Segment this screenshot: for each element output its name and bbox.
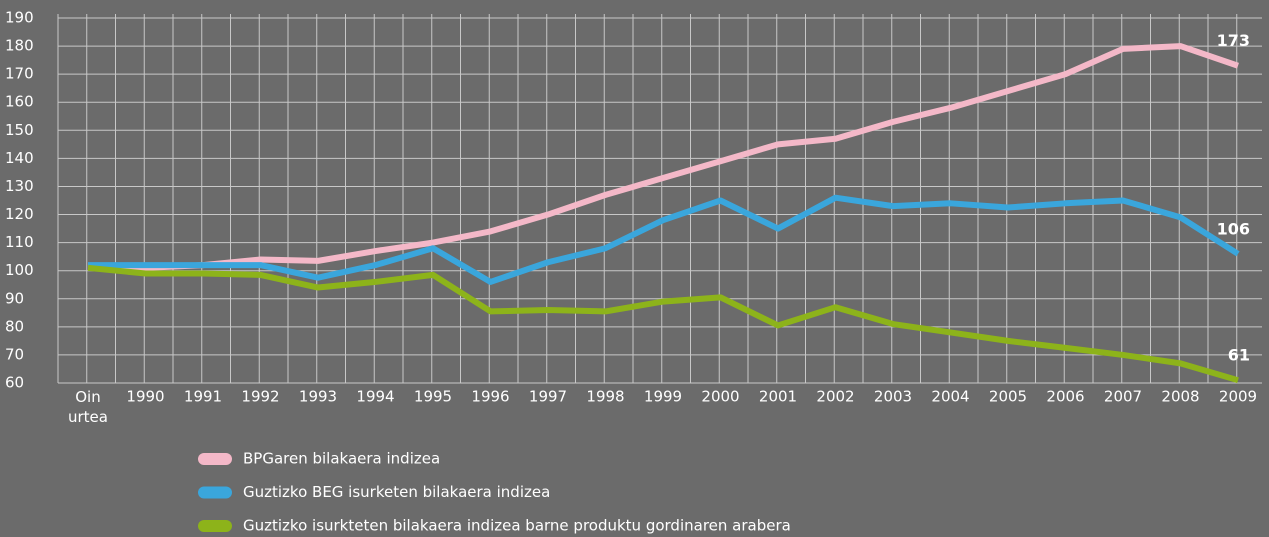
y-tick-label: 160	[5, 93, 34, 111]
y-tick-label: 100	[5, 261, 34, 279]
y-tick-label: 70	[5, 345, 24, 363]
x-tick-label: 2002	[816, 388, 854, 406]
x-tick-label: 1990	[126, 388, 164, 406]
x-tick-label: 1993	[299, 388, 337, 406]
y-tick-label: 130	[5, 177, 34, 195]
x-tick-label: 2009	[1219, 388, 1257, 406]
y-tick-label: 110	[5, 233, 34, 251]
x-tick-label: 2000	[701, 388, 739, 406]
legend-label: Guztizko isurkteten bilakaera indizea ba…	[243, 517, 791, 535]
line	[87, 264, 1239, 384]
x-tick-label: 2008	[1161, 388, 1199, 406]
y-tick-label: 90	[5, 289, 24, 307]
x-tick-label: 1992	[241, 388, 279, 406]
x-tick-label: 1991	[184, 388, 222, 406]
legend-swatch	[198, 520, 232, 532]
x-tick-label: 1995	[414, 388, 452, 406]
y-tick-label: 150	[5, 121, 34, 139]
x-tick-label: 2001	[759, 388, 797, 406]
y-tick-label: 170	[5, 65, 34, 83]
y-tick-label: 60	[5, 374, 24, 392]
y-tick-label: 180	[5, 37, 34, 55]
legend-swatch	[198, 453, 232, 465]
end-label: 173	[1217, 31, 1250, 50]
y-tick-label: 80	[5, 317, 24, 335]
x-tick-label: 2004	[931, 388, 969, 406]
y-tick-label: 190	[5, 9, 34, 27]
x-tick-label: 2003	[874, 388, 912, 406]
x-tick-label: Oin urtea	[68, 388, 108, 426]
x-tick-label: 2006	[1046, 388, 1084, 406]
end-label: 61	[1228, 346, 1250, 365]
x-tick-label: 1997	[529, 388, 567, 406]
x-tick-label: 1998	[586, 388, 624, 406]
legend-label: Guztizko BEG isurketen bilakaera indizea	[243, 483, 550, 501]
x-tick-label: 1994	[356, 388, 394, 406]
x-tick-label: 1996	[471, 388, 509, 406]
y-tick-label: 140	[5, 149, 34, 167]
x-tick-label: 1999	[644, 388, 682, 406]
end-label: 106	[1217, 219, 1250, 238]
legend-swatch	[198, 486, 232, 499]
y-tick-label: 120	[5, 205, 34, 223]
x-tick-label: 2007	[1104, 388, 1142, 406]
legend-label: BPGaren bilakaera indizea	[243, 450, 440, 468]
line	[88, 43, 1239, 271]
x-tick-label: 2005	[989, 388, 1027, 406]
line	[88, 194, 1240, 285]
